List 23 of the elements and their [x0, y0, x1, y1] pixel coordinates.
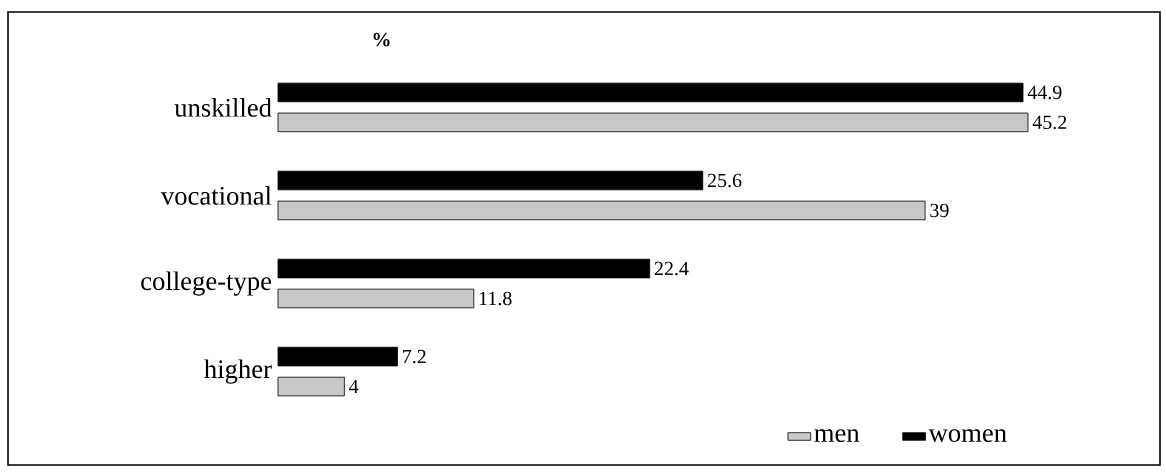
- legend-label: women: [928, 429, 1007, 443]
- data-label: 39: [930, 203, 949, 218]
- chart-title: %: [373, 32, 390, 47]
- data-label: 4: [349, 379, 359, 394]
- bar: [277, 170, 704, 191]
- bar: [277, 376, 345, 397]
- bar: [277, 258, 651, 279]
- data-label: 22.4: [654, 261, 689, 276]
- bar: [277, 112, 1029, 133]
- data-label: 44.9: [1027, 85, 1062, 100]
- y-tick-label: unskilled: [174, 98, 272, 117]
- data-label: 11.8: [479, 291, 512, 306]
- y-tick-label: vocational: [160, 186, 272, 205]
- bar: [277, 82, 1024, 103]
- bar: [277, 346, 398, 367]
- bar: [277, 288, 475, 309]
- bar: [277, 200, 926, 221]
- data-label: 25.6: [707, 173, 742, 188]
- y-tick-label: college-type: [141, 271, 272, 296]
- legend-label: men: [814, 429, 860, 443]
- data-label: 7.2: [403, 349, 426, 364]
- data-label: 45.2: [1032, 115, 1067, 130]
- y-tick-label: higher: [204, 359, 272, 384]
